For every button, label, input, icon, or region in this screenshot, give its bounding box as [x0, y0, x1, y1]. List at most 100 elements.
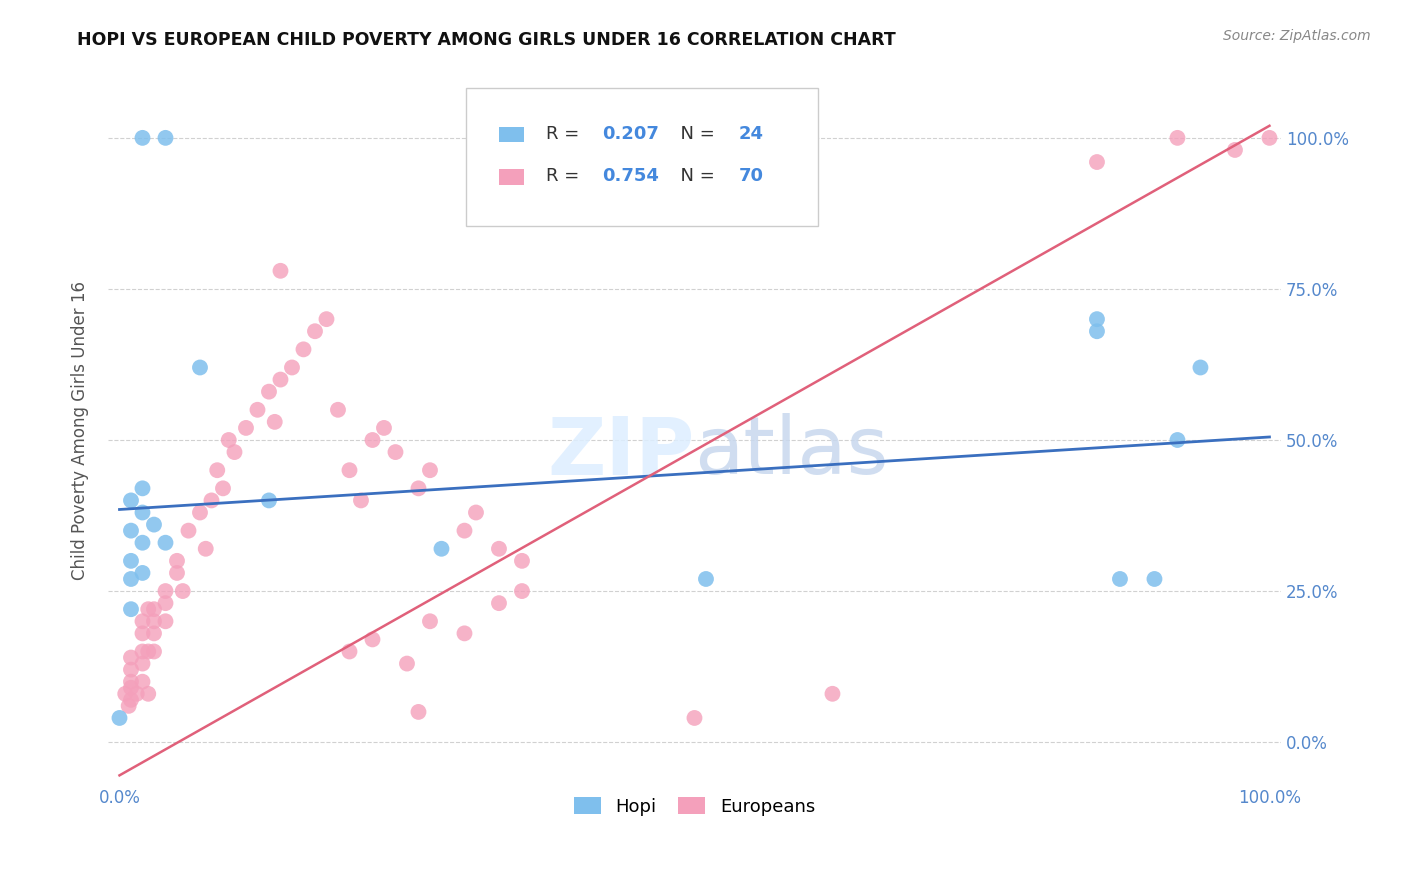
Hopi — [131, 535, 153, 549]
Hopi — [131, 481, 153, 495]
Europeans — [683, 711, 706, 725]
Legend: Hopi, Europeans: Hopi, Europeans — [565, 788, 824, 825]
Europeans — [453, 626, 475, 640]
Text: 70: 70 — [740, 168, 763, 186]
Europeans — [120, 650, 142, 665]
Europeans — [155, 596, 177, 610]
Europeans — [465, 506, 488, 520]
Hopi — [131, 506, 153, 520]
Europeans — [218, 433, 240, 447]
Europeans — [131, 614, 153, 628]
Hopi — [188, 360, 211, 375]
Hopi — [155, 535, 177, 549]
FancyBboxPatch shape — [499, 127, 524, 143]
Europeans — [143, 602, 166, 616]
Europeans — [408, 705, 430, 719]
Hopi — [430, 541, 453, 556]
Europeans — [510, 554, 533, 568]
Europeans — [304, 324, 326, 338]
Europeans — [166, 554, 188, 568]
Hopi — [1189, 360, 1212, 375]
Europeans — [1258, 131, 1281, 145]
Hopi — [1085, 312, 1108, 326]
Text: R =: R = — [546, 168, 585, 186]
Europeans — [510, 584, 533, 599]
Europeans — [339, 463, 361, 477]
Hopi — [120, 493, 142, 508]
Europeans — [384, 445, 406, 459]
Europeans — [453, 524, 475, 538]
Hopi — [257, 493, 280, 508]
Europeans — [125, 687, 148, 701]
Europeans — [488, 541, 510, 556]
Hopi — [120, 602, 142, 616]
Europeans — [118, 698, 141, 713]
Text: ZIP: ZIP — [547, 413, 695, 491]
Europeans — [1166, 131, 1188, 145]
Hopi — [120, 524, 142, 538]
Y-axis label: Child Poverty Among Girls Under 16: Child Poverty Among Girls Under 16 — [72, 282, 89, 581]
Europeans — [212, 481, 235, 495]
Europeans — [136, 644, 159, 658]
Europeans — [361, 433, 384, 447]
Europeans — [188, 506, 211, 520]
Text: R =: R = — [546, 125, 585, 143]
Hopi — [1109, 572, 1132, 586]
Europeans — [292, 343, 315, 357]
Europeans — [143, 644, 166, 658]
Text: atlas: atlas — [695, 413, 889, 491]
Europeans — [120, 681, 142, 695]
Europeans — [166, 566, 188, 580]
Europeans — [281, 360, 304, 375]
Europeans — [339, 644, 361, 658]
Text: N =: N = — [669, 168, 720, 186]
FancyBboxPatch shape — [465, 88, 818, 226]
Europeans — [419, 614, 441, 628]
Europeans — [172, 584, 194, 599]
Hopi — [695, 572, 717, 586]
Europeans — [143, 626, 166, 640]
Europeans — [120, 663, 142, 677]
Europeans — [488, 596, 510, 610]
Europeans — [224, 445, 246, 459]
FancyBboxPatch shape — [499, 169, 524, 185]
Europeans — [136, 687, 159, 701]
Europeans — [155, 614, 177, 628]
Text: 0.754: 0.754 — [602, 168, 658, 186]
Europeans — [136, 602, 159, 616]
Hopi — [155, 131, 177, 145]
Europeans — [200, 493, 222, 508]
Europeans — [246, 402, 269, 417]
Europeans — [177, 524, 200, 538]
Text: N =: N = — [669, 125, 720, 143]
Hopi — [131, 131, 153, 145]
Europeans — [131, 626, 153, 640]
Text: 24: 24 — [740, 125, 763, 143]
Europeans — [373, 421, 395, 435]
Text: Source: ZipAtlas.com: Source: ZipAtlas.com — [1223, 29, 1371, 43]
Europeans — [419, 463, 441, 477]
Europeans — [155, 584, 177, 599]
Hopi — [143, 517, 166, 532]
Text: 0.207: 0.207 — [602, 125, 658, 143]
Europeans — [315, 312, 337, 326]
Europeans — [114, 687, 136, 701]
Europeans — [1223, 143, 1246, 157]
Europeans — [408, 481, 430, 495]
Hopi — [120, 554, 142, 568]
Europeans — [207, 463, 229, 477]
Text: HOPI VS EUROPEAN CHILD POVERTY AMONG GIRLS UNDER 16 CORRELATION CHART: HOPI VS EUROPEAN CHILD POVERTY AMONG GIR… — [77, 31, 896, 49]
Europeans — [120, 693, 142, 707]
Hopi — [1085, 324, 1108, 338]
Europeans — [263, 415, 285, 429]
Europeans — [131, 644, 153, 658]
Europeans — [269, 264, 291, 278]
Europeans — [194, 541, 217, 556]
Hopi — [1143, 572, 1166, 586]
Europeans — [326, 402, 349, 417]
Europeans — [143, 614, 166, 628]
Europeans — [821, 687, 844, 701]
Europeans — [395, 657, 418, 671]
Europeans — [120, 674, 142, 689]
Hopi — [108, 711, 131, 725]
